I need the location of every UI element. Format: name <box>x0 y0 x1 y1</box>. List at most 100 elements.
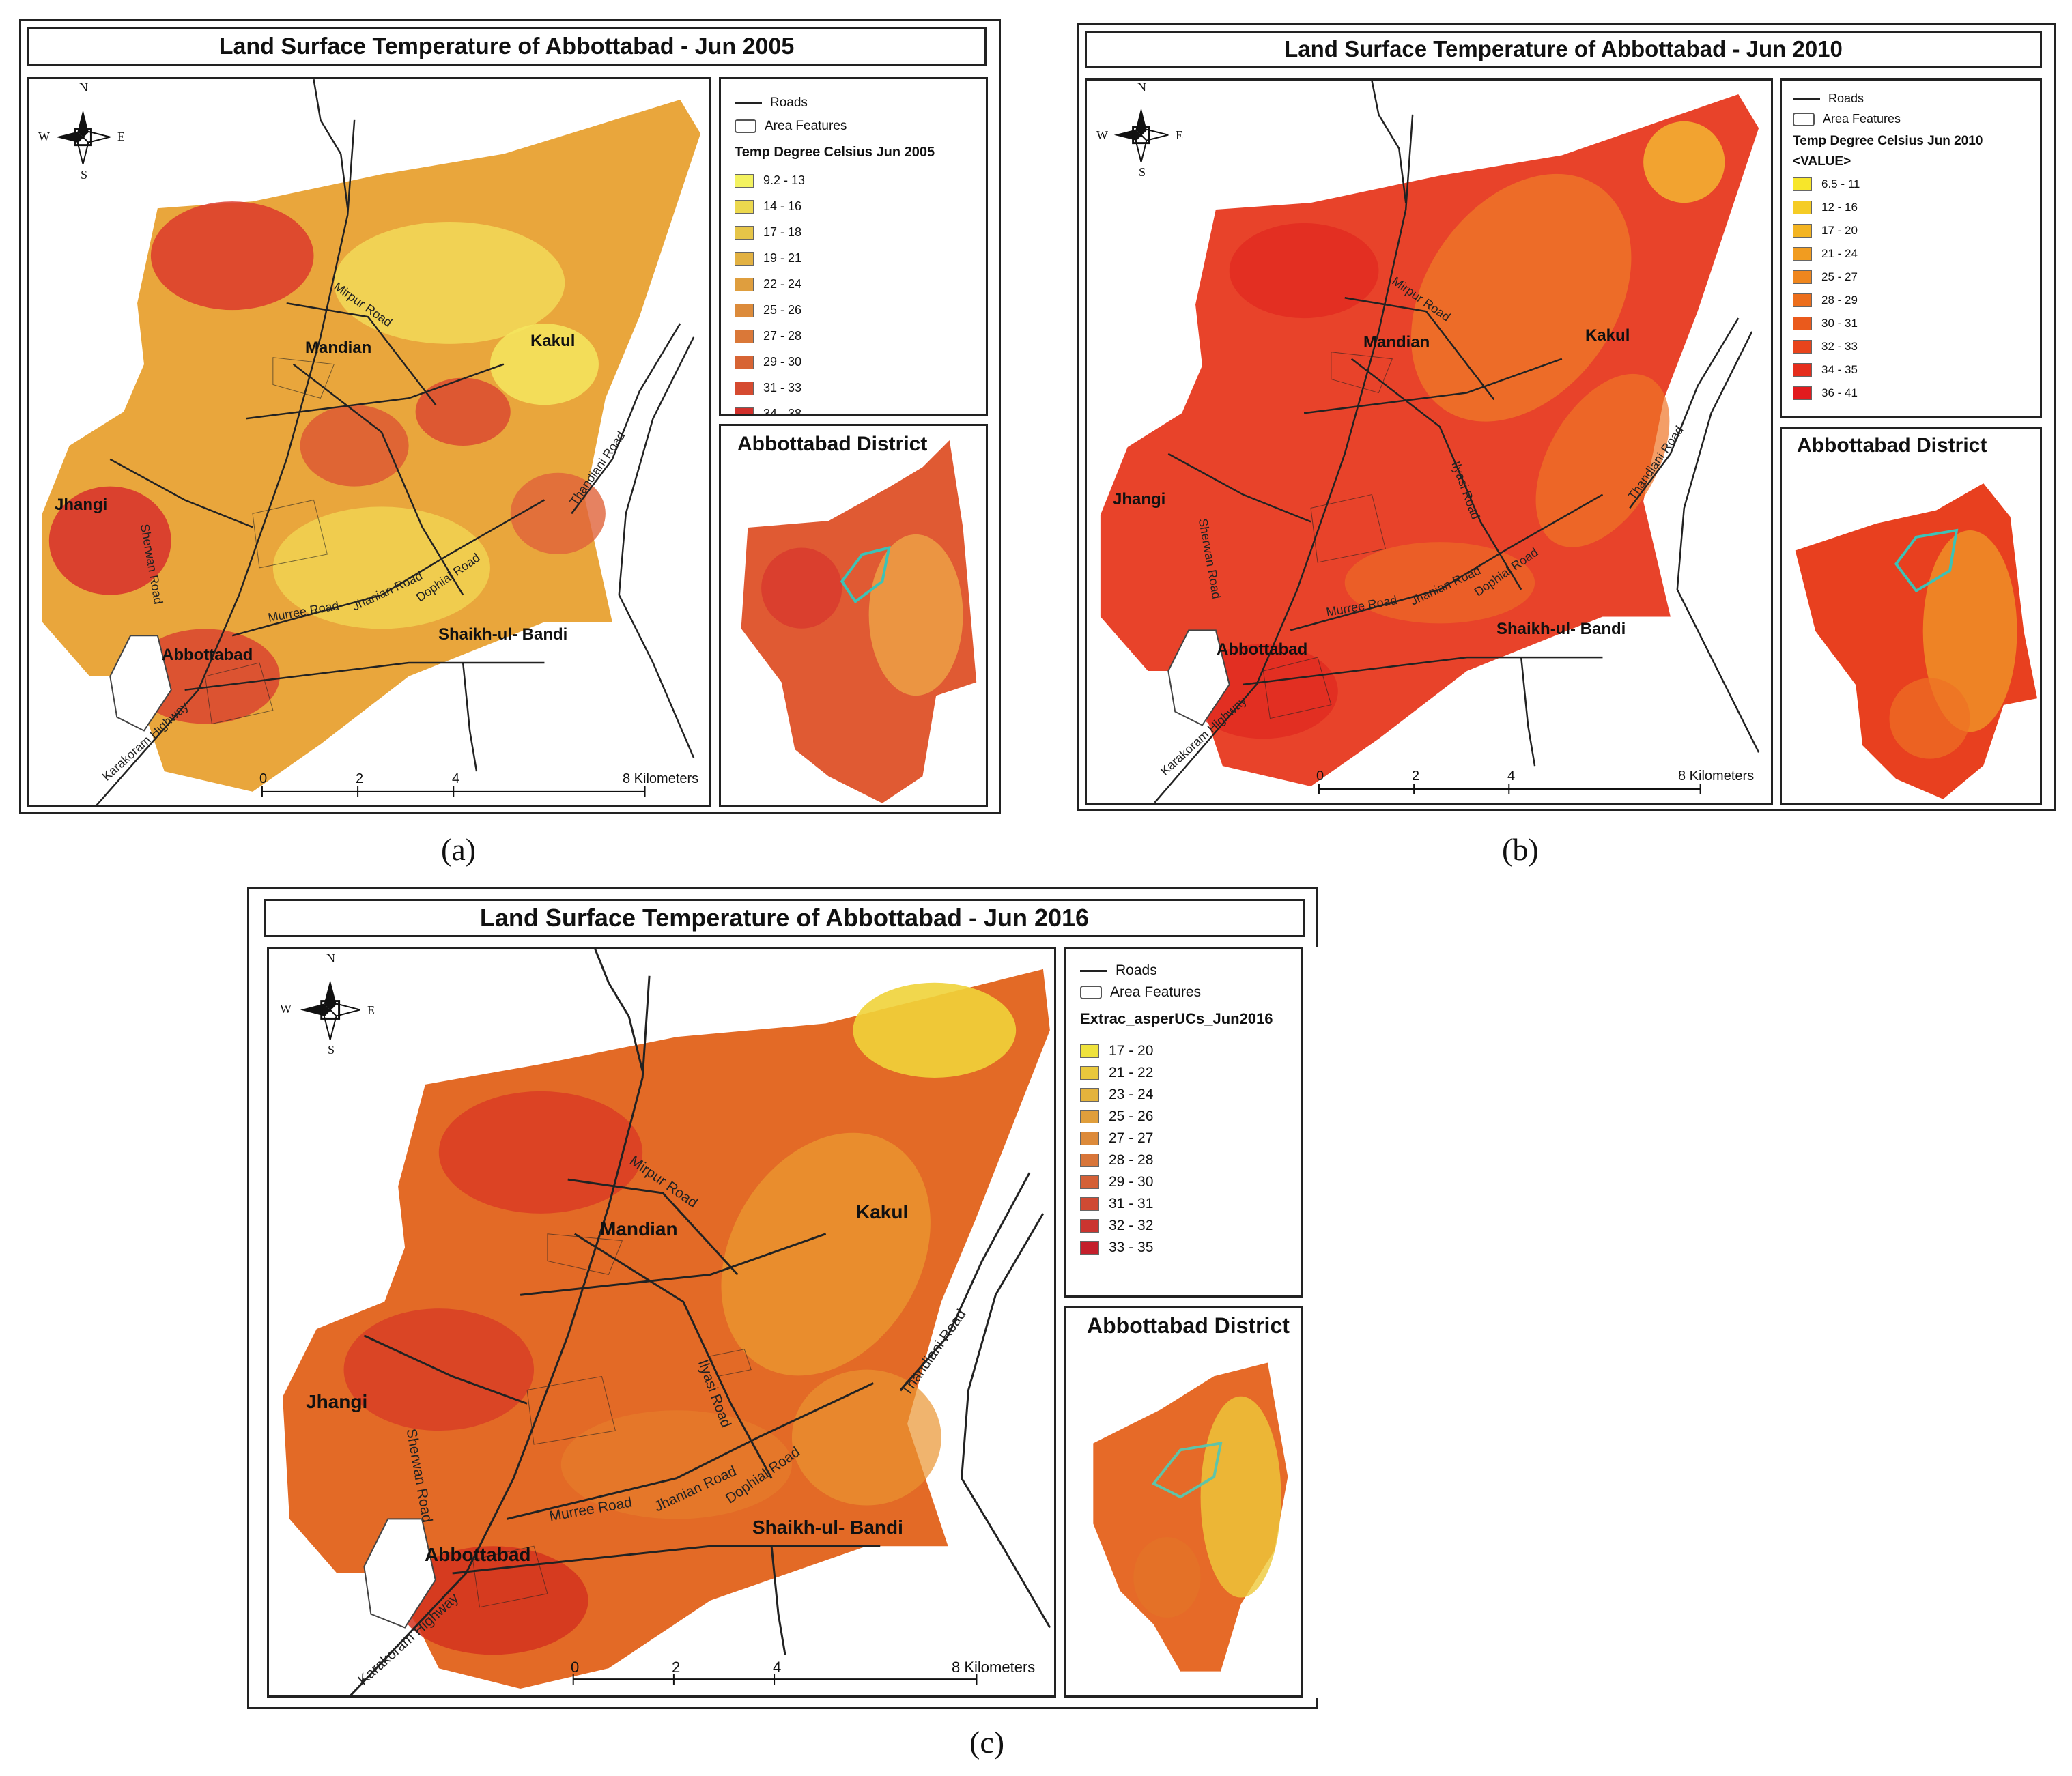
compass-e: E <box>117 130 125 143</box>
legend-class-label: 6.5 - 11 <box>1821 177 1860 190</box>
area-symbol <box>1793 112 1815 126</box>
legend-class-row: 12 - 16 <box>1793 201 1858 214</box>
map-title-2016: Land Surface Temperature of Abbottabad -… <box>264 899 1305 937</box>
label-kakul: Kakul <box>530 332 576 350</box>
legend-class-label: 34 - 38 <box>763 407 802 416</box>
legend-class-row: 17 - 20 <box>1080 1043 1153 1059</box>
compass-n: N <box>79 81 88 94</box>
legend-class-label: 32 - 33 <box>1821 340 1858 353</box>
legend-class-row: 21 - 22 <box>1080 1065 1153 1081</box>
legend-area: Area Features <box>1110 984 1202 1000</box>
scale-tick-0: 0 <box>1316 769 1324 784</box>
legend-class-label: 25 - 27 <box>1821 270 1858 283</box>
legend-class-row: 27 - 27 <box>1080 1130 1153 1147</box>
legend-class-row: 29 - 30 <box>1080 1174 1153 1190</box>
scale-tick-2: 2 <box>356 771 364 786</box>
label-jhangi: Jhangi <box>306 1391 368 1412</box>
scale-tick-0: 0 <box>259 771 268 786</box>
legend-swatch <box>1793 386 1812 400</box>
label-kakul: Kakul <box>1585 326 1630 345</box>
legend-class-row: 28 - 28 <box>1080 1152 1153 1169</box>
legend-heading: Extrac_asperUCs_Jun2016 <box>1080 1010 1273 1027</box>
legend-swatch <box>1080 1110 1099 1123</box>
legend-class-row: 25 - 26 <box>1080 1108 1153 1125</box>
compass-n: N <box>1137 81 1146 94</box>
legend-swatch <box>735 251 754 266</box>
label-abbottabad: Abbottabad <box>425 1544 531 1565</box>
legend-swatch <box>735 407 754 414</box>
legend-class-row: 14 - 16 <box>735 199 801 214</box>
scale-bar-2016 <box>572 1674 978 1685</box>
legend-class-row: 36 - 41 <box>1793 386 1858 400</box>
legend-class-label: 29 - 30 <box>763 355 802 369</box>
label-mandian: Mandian <box>600 1218 678 1240</box>
roads-symbol <box>1080 969 1107 972</box>
label-mandian: Mandian <box>1363 333 1430 352</box>
compass-rose-2005 <box>55 109 111 164</box>
caption-c: (c) <box>969 1725 1005 1760</box>
legend-2016: Roads Area Features Extrac_asperUCs_Jun2… <box>1064 947 1303 1298</box>
legend-swatch <box>1793 201 1812 214</box>
area-symbol <box>735 119 756 133</box>
map-svg-2010 <box>1100 81 1760 803</box>
legend-swatch <box>735 355 754 369</box>
legend-swatch <box>1793 340 1812 354</box>
label-jhangi: Jhangi <box>1113 490 1166 509</box>
legend-class-label: 36 - 41 <box>1821 386 1858 399</box>
scale-bar-2005 <box>261 786 646 797</box>
scale-tick-2: 2 <box>1412 769 1420 784</box>
legend-class-label: 32 - 32 <box>1109 1218 1154 1233</box>
legend-class-label: 31 - 31 <box>1109 1196 1154 1212</box>
legend-swatch <box>1080 1197 1099 1211</box>
compass-e: E <box>367 1003 375 1017</box>
legend-class-label: 17 - 20 <box>1109 1043 1154 1059</box>
panel-a: Land Surface Temperature of Abbottabad -… <box>19 19 1001 814</box>
legend-swatch <box>1080 1132 1099 1145</box>
legend-swatch <box>735 277 754 291</box>
abbottabad-area-2005 <box>109 635 172 732</box>
legend-class-row: 22 - 24 <box>735 277 801 291</box>
inset-svg-2016 <box>1093 1362 1288 1672</box>
legend-class-row: 32 - 33 <box>1793 340 1858 354</box>
legend-class-label: 27 - 27 <box>1109 1130 1154 1146</box>
legend-class-label: 14 - 16 <box>763 199 802 213</box>
legend-swatch <box>1793 363 1812 377</box>
label-shaikh: Shaikh-ul- Bandi <box>1496 620 1626 638</box>
lst-map-2016-frame: N S W E Mandian Kakul Jhangi Abbottabad … <box>267 947 1056 1698</box>
legend-heading: Temp Degree Celsius Jun 2005 <box>735 145 935 160</box>
scale-tick-8: 8 Kilometers <box>1678 769 1755 784</box>
compass-e: E <box>1176 128 1183 142</box>
legend-2005: Roads Area Features Temp Degree Celsius … <box>719 77 988 416</box>
compass-w: W <box>280 1002 292 1016</box>
legend-class-label: 23 - 24 <box>1109 1087 1154 1102</box>
legend-roads: Roads <box>1828 91 1864 105</box>
legend-swatch <box>1080 1066 1099 1080</box>
legend-class-row: 33 - 35 <box>1080 1240 1153 1256</box>
scale-tick-8: 8 Kilometers <box>623 771 699 786</box>
legend-class-label: 9.2 - 13 <box>763 173 806 187</box>
compass-rose-2016 <box>300 979 360 1040</box>
inset-title: Abbottabad District <box>1087 1313 1290 1338</box>
legend-area: Area Features <box>765 119 847 133</box>
legend-class-label: 28 - 29 <box>1821 293 1858 306</box>
legend-class-label: 28 - 28 <box>1109 1152 1154 1168</box>
legend-subheading: <VALUE> <box>1793 154 1851 169</box>
caption-b: (b) <box>1502 832 1539 867</box>
legend-class-label: 21 - 22 <box>1109 1065 1154 1080</box>
legend-class-row: 32 - 32 <box>1080 1218 1153 1234</box>
legend-class-label: 34 - 35 <box>1821 363 1858 376</box>
legend-class-label: 31 - 33 <box>763 381 802 395</box>
inset-district-2005: Abbottabad District <box>719 424 988 807</box>
legend-swatch <box>735 173 754 188</box>
inset-district-2016: Abbottabad District <box>1064 1306 1303 1698</box>
legend-class-row: 23 - 24 <box>1080 1087 1153 1103</box>
legend-class-row: 30 - 31 <box>1793 317 1858 330</box>
legend-swatch <box>1080 1241 1099 1255</box>
legend-swatch <box>735 381 754 395</box>
legend-class-label: 12 - 16 <box>1821 201 1858 214</box>
map-title-2005: Land Surface Temperature of Abbottabad -… <box>27 27 987 66</box>
inset-district-2010: Abbottabad District <box>1780 427 2042 805</box>
scale-bar-2010 <box>1318 784 1701 794</box>
map-svg-2005 <box>42 79 701 805</box>
lst-map-2005: N S W E Mandian Kakul Jhangi Abbottabad … <box>27 77 711 807</box>
